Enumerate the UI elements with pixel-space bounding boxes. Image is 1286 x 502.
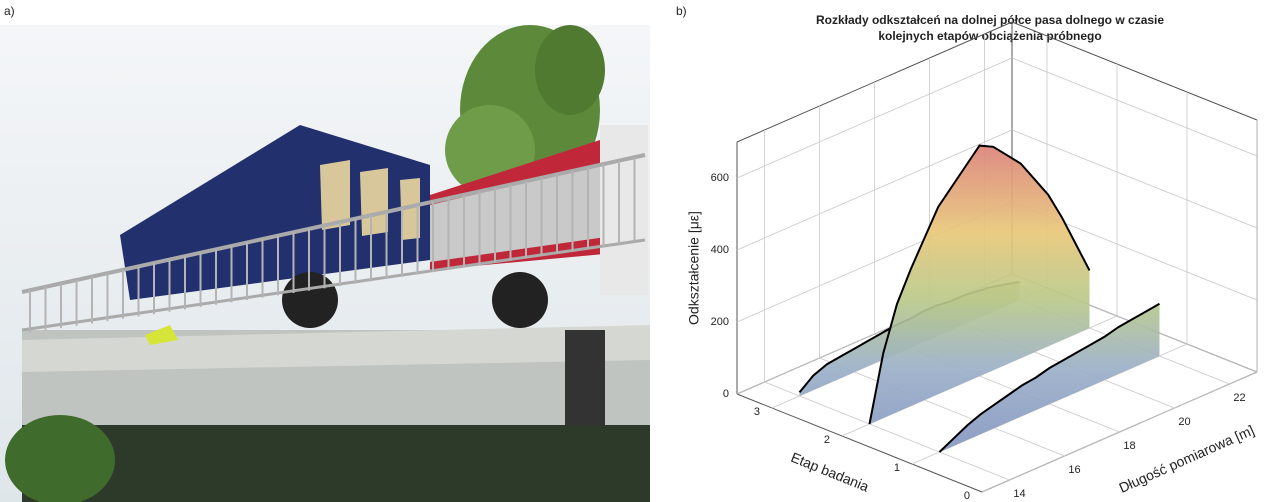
figure: a) b) Rozkłady odkształceń na dolnej pół… [0,0,1286,502]
x-tick-label: 22 [1233,392,1245,404]
page: {"panels": [{"label": "a)"}, {"label": "… [0,0,1286,502]
grid-line [1012,58,1257,156]
plot: 0 200 400 600 14 16 18 20 22 0 1 2 3 Odkształcenie [μ… [686,22,1257,502]
z-axis-title: Odkształcenie [με] [686,211,702,325]
chart-title: Rozkłady odkształceń na dolnej półce pas… [800,12,1180,44]
x-axis-title: Długość pomiarowa [m] [1116,422,1256,496]
z-tick-label: 200 [711,316,729,328]
x-tick-label: 14 [1013,488,1025,500]
panel-label: b) [676,4,687,18]
z-tick-label: 400 [711,244,729,256]
x-tick-label: 18 [1123,440,1135,452]
z-tick-label: 0 [723,388,729,400]
x-tick-label: 16 [1068,464,1080,476]
x-tick-label: 20 [1178,416,1190,428]
y-tick-label: 2 [824,434,830,446]
y-tick-label: 3 [754,406,760,418]
y-tick-label: 0 [964,490,970,502]
panel-label: a) [4,4,15,18]
z-tick-label: 600 [711,172,729,184]
y-tick-label: 1 [894,462,900,474]
photo [0,25,650,502]
y-axis-title: Etap badania [789,449,872,495]
